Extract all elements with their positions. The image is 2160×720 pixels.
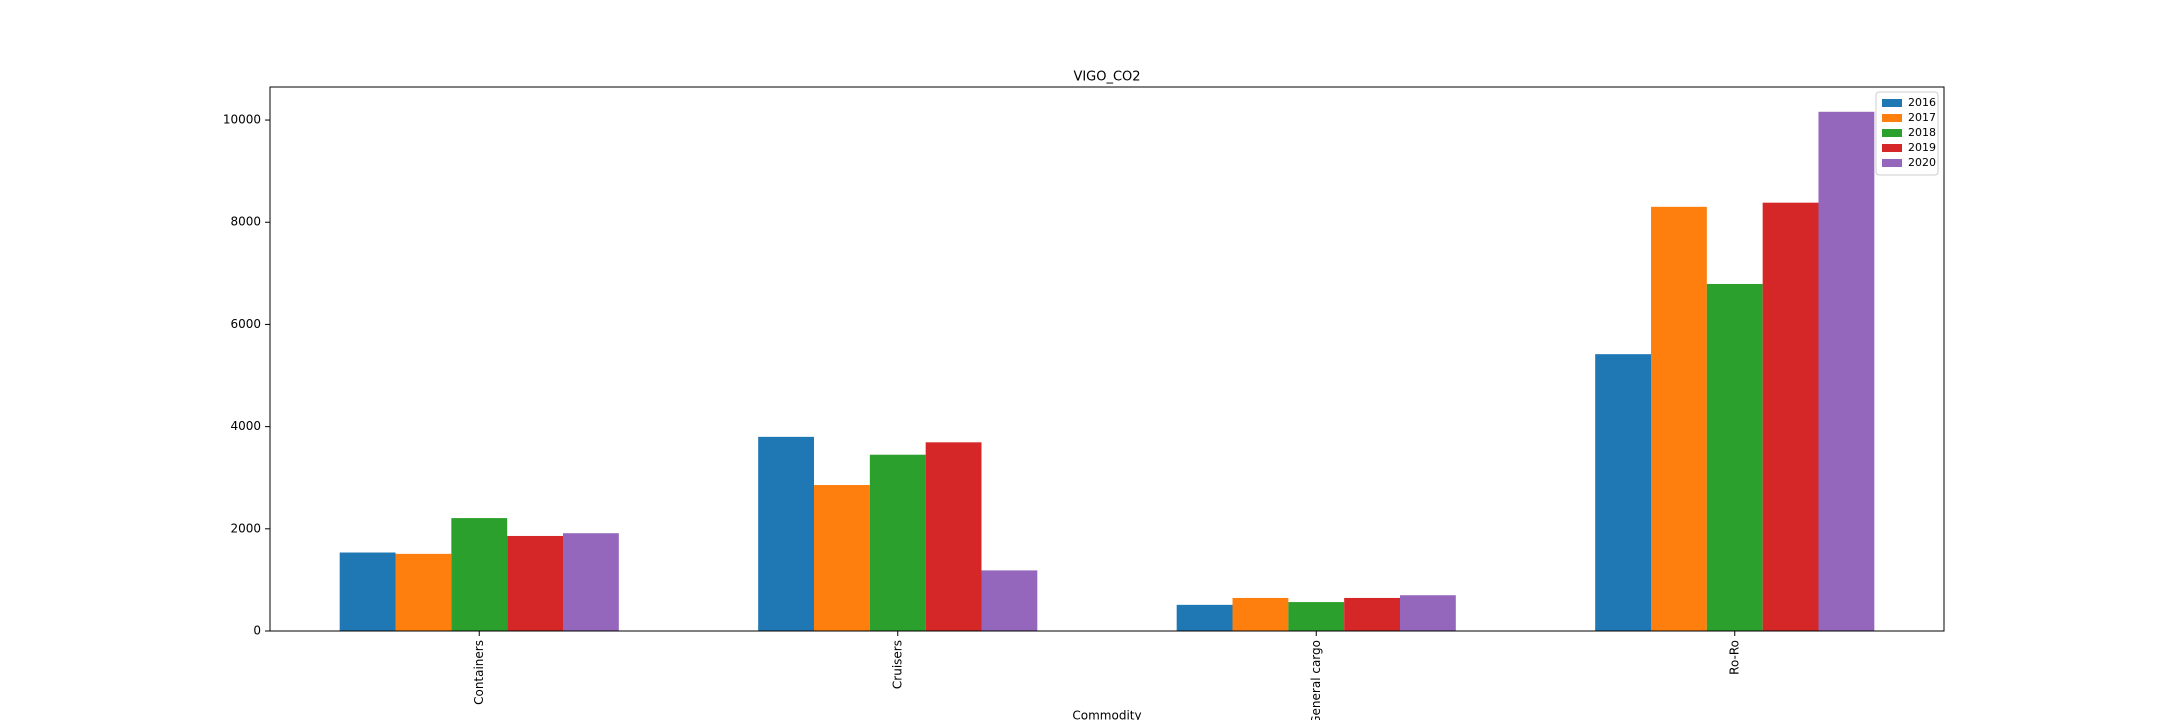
legend-label: 2016 [1908, 96, 1936, 109]
x-tick-label: General cargo [1309, 640, 1323, 720]
bar [339, 552, 396, 631]
legend-label: 2019 [1908, 141, 1936, 154]
bar [1818, 111, 1875, 631]
legend-swatch [1882, 114, 1902, 122]
legend-swatch [1882, 159, 1902, 167]
y-tick-label: 0 [253, 624, 261, 638]
x-tick-label: Ro-Ro [1727, 640, 1741, 675]
x-tick-label: Containers [472, 640, 486, 705]
bar [562, 533, 619, 631]
bar [1595, 354, 1652, 631]
plot-frame [269, 86, 1945, 632]
bar [507, 535, 563, 631]
bar [758, 436, 815, 631]
bar [1344, 597, 1400, 631]
bar [814, 485, 870, 631]
bar [1288, 602, 1345, 631]
y-tick-label: 6000 [230, 317, 261, 331]
x-tick-label: Cruisers [890, 640, 904, 689]
y-tick-label: 4000 [230, 419, 261, 433]
bar [1651, 206, 1707, 631]
bar [1399, 595, 1456, 631]
bar [869, 454, 926, 631]
bar [1762, 202, 1819, 631]
bar [1232, 597, 1289, 631]
legend-label: 2018 [1908, 126, 1936, 139]
bar [1176, 604, 1233, 631]
x-axis-label: Commodity [1072, 709, 1141, 720]
bar [395, 553, 452, 631]
legend-label: 2017 [1908, 111, 1936, 124]
legend-swatch [1882, 129, 1902, 137]
legend-swatch [1882, 144, 1902, 152]
legend-label: 2020 [1908, 156, 1936, 169]
legend-swatch [1882, 99, 1902, 107]
bar [1706, 283, 1763, 631]
bar [451, 518, 508, 631]
legend-box [1875, 91, 1939, 176]
chart-title: VIGO_CO2 [1073, 70, 1140, 85]
y-tick-label: 10000 [223, 113, 261, 127]
bar [981, 570, 1038, 631]
y-tick-label: 2000 [230, 521, 261, 535]
y-tick-label: 8000 [230, 215, 261, 229]
bar [925, 442, 982, 631]
